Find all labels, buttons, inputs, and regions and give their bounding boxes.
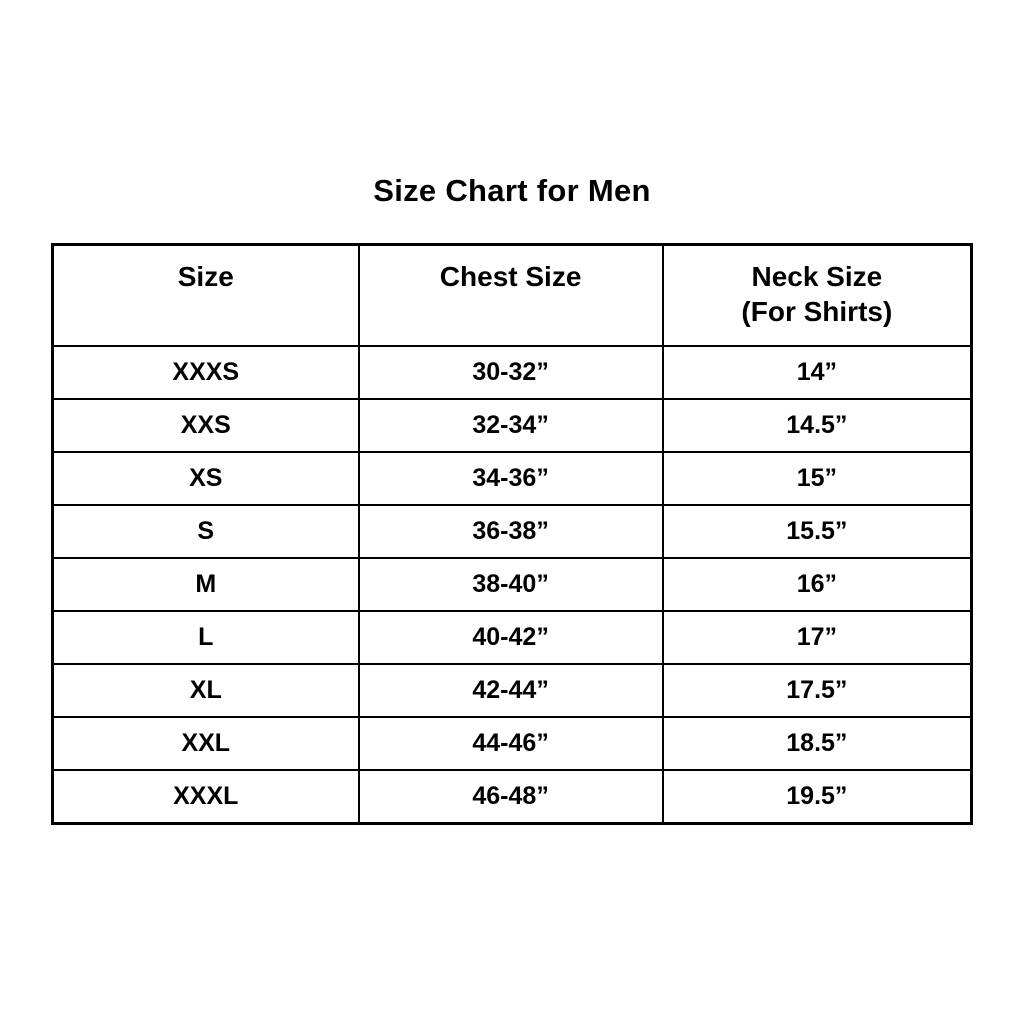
size-cell: XS bbox=[51, 451, 360, 506]
table-row-s: S 36-38” 15.5” bbox=[51, 504, 973, 559]
chest-size-cell: 34-36” bbox=[357, 451, 664, 506]
table-row-xxs: XXS 32-34” 14.5” bbox=[51, 398, 973, 453]
chest-size-cell: 44-46” bbox=[357, 716, 664, 771]
size-cell: S bbox=[51, 504, 360, 559]
table-row-xxxs: XXXS 30-32” 14” bbox=[51, 345, 973, 400]
table-row-l: L 40-42” 17” bbox=[51, 610, 973, 665]
size-cell: M bbox=[51, 557, 360, 612]
column-header-neck-size: Neck Size (For Shirts) bbox=[661, 243, 973, 347]
column-header-chest-size: Chest Size bbox=[357, 243, 664, 347]
neck-size-cell: 19.5” bbox=[661, 769, 973, 825]
column-header-size-label: Size bbox=[177, 261, 234, 292]
table-row-m: M 38-40” 16” bbox=[51, 557, 973, 612]
size-cell: XXXL bbox=[51, 769, 360, 825]
chest-size-cell: 30-32” bbox=[357, 345, 664, 400]
neck-size-cell: 15” bbox=[661, 451, 973, 506]
neck-size-cell: 16” bbox=[661, 557, 973, 612]
neck-size-cell: 15.5” bbox=[661, 504, 973, 559]
table-row-xs: XS 34-36” 15” bbox=[51, 451, 973, 506]
column-header-neck-size-sublabel: (For Shirts) bbox=[741, 296, 893, 327]
chest-size-cell: 46-48” bbox=[357, 769, 664, 825]
neck-size-cell: 18.5” bbox=[661, 716, 973, 771]
chest-size-cell: 38-40” bbox=[357, 557, 664, 612]
chest-size-cell: 32-34” bbox=[357, 398, 664, 453]
size-cell: XL bbox=[51, 663, 360, 718]
chest-size-cell: 36-38” bbox=[357, 504, 664, 559]
header-row: Size Chest Size Neck Size (For Shirts) bbox=[51, 243, 973, 347]
size-chart-table: Size Chest Size Neck Size (For Shirts) X… bbox=[51, 243, 973, 825]
neck-size-cell: 14.5” bbox=[661, 398, 973, 453]
chest-size-cell: 42-44” bbox=[357, 663, 664, 718]
column-header-size: Size bbox=[51, 243, 360, 347]
size-cell: XXXS bbox=[51, 345, 360, 400]
table-row-xxl: XXL 44-46” 18.5” bbox=[51, 716, 973, 771]
page-title: Size Chart for Men bbox=[373, 173, 651, 208]
neck-size-cell: 17.5” bbox=[661, 663, 973, 718]
neck-size-cell: 17” bbox=[661, 610, 973, 665]
size-cell: XXL bbox=[51, 716, 360, 771]
chest-size-cell: 40-42” bbox=[357, 610, 664, 665]
size-cell: L bbox=[51, 610, 360, 665]
table-row-xl: XL 42-44” 17.5” bbox=[51, 663, 973, 718]
column-header-neck-size-label: Neck Size bbox=[751, 261, 883, 292]
table-row-xxxl: XXXL 46-48” 19.5” bbox=[51, 769, 973, 825]
neck-size-cell: 14” bbox=[661, 345, 973, 400]
column-header-chest-size-label: Chest Size bbox=[439, 261, 582, 292]
size-cell: XXS bbox=[51, 398, 360, 453]
